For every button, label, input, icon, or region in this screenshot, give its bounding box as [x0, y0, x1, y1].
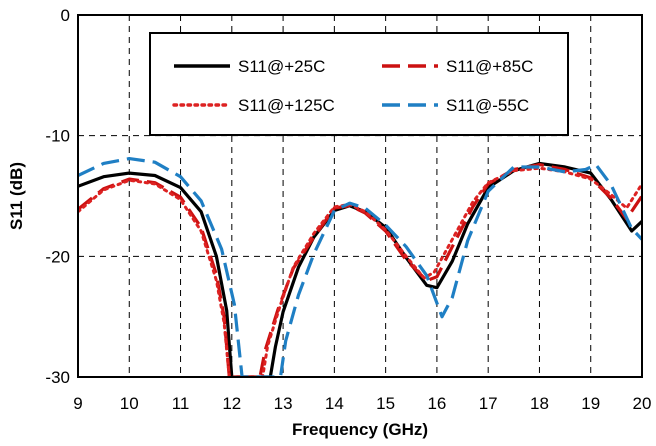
x-tick-label: 13 [274, 394, 293, 413]
x-tick-label: 15 [376, 394, 395, 413]
series-lines [78, 157, 642, 377]
x-tick-label: 17 [479, 394, 498, 413]
x-tick-label: 12 [222, 394, 241, 413]
legend-label-s11-85c: S11@+85C [446, 57, 533, 76]
plot-frame [77, 14, 643, 378]
legend-box [149, 32, 569, 136]
series-line-s11-85c [78, 163, 642, 377]
y-axis-title: S11 (dB) [7, 162, 26, 230]
y-tick-label: 0 [61, 6, 70, 25]
legend: S11@+25C S11@+85C S11@+125C S11@-55C [149, 32, 569, 136]
y-tick-label: -20 [45, 247, 70, 266]
x-tick-label: 16 [427, 394, 446, 413]
x-tick-label: 10 [120, 394, 139, 413]
x-tick-label: 14 [325, 394, 344, 413]
x-tick-label: 9 [73, 394, 82, 413]
series-line-s11-25c [78, 161, 642, 377]
series-line-s11-125c [78, 166, 642, 377]
x-tick-label: 18 [530, 394, 549, 413]
x-tick-label: 20 [633, 394, 652, 413]
x-axis-title: Frequency (GHz) [292, 420, 428, 439]
legend-label-s11-125c: S11@+125C [238, 96, 335, 115]
legend-label-s11-25c: S11@+25C [238, 57, 325, 76]
legend-label-s11-m55c: S11@-55C [446, 96, 529, 115]
x-tick-label: 11 [172, 394, 190, 413]
y-tick-label: -30 [45, 368, 70, 387]
tick-labels: 9 10 11 12 13 14 15 16 17 18 19 20 0 -10 -20 -30 [45, 6, 651, 413]
x-tick-label: 19 [581, 394, 600, 413]
y-tick-label: -10 [45, 127, 70, 146]
series-line-s11-m55c [78, 157, 642, 377]
